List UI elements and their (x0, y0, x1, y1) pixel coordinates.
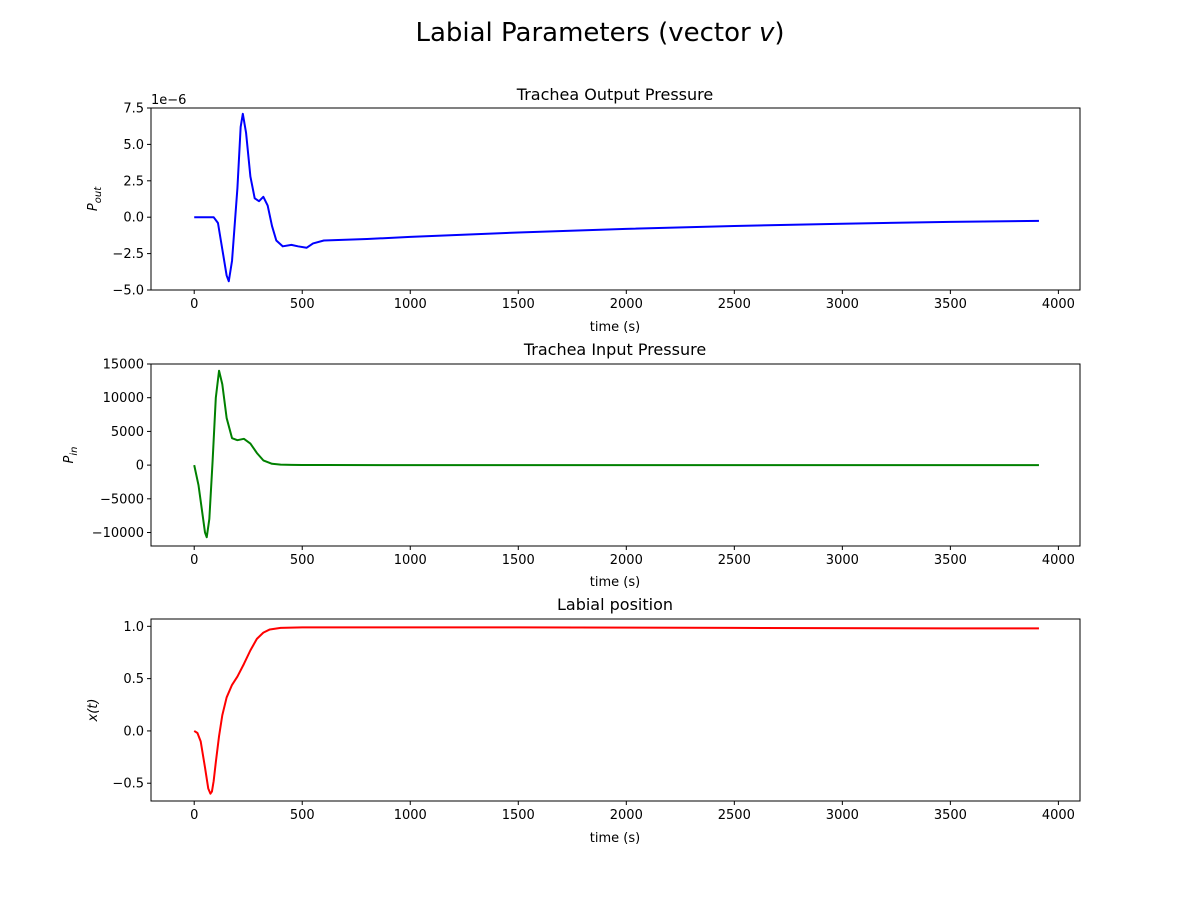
x-tick-label: 3000 (826, 808, 859, 823)
y-tick-label: −5.0 (112, 284, 144, 299)
y-offset-label: 1e−6 (151, 93, 186, 108)
figure-title-end: ) (774, 18, 784, 48)
x-axis-label: time (s) (590, 320, 640, 335)
x-tick-label: 2500 (718, 808, 751, 823)
x-tick-label: 1000 (394, 553, 427, 568)
x-tick-label: 3000 (826, 297, 859, 312)
y-tick-label: 5.0 (123, 138, 144, 153)
y-tick-label: 7.5 (123, 102, 144, 117)
y-axis-label: Pin (62, 447, 80, 464)
y-tick-label: 0.0 (123, 211, 144, 226)
y-tick-label: 10000 (103, 391, 144, 406)
x-tick-label: 500 (290, 553, 315, 568)
series-line (193, 369, 1039, 539)
x-tick-label: 0 (190, 808, 198, 823)
y-tick-label: −5000 (100, 492, 144, 507)
y-axis-label: x(t) (86, 699, 101, 723)
y-tick-label: −10000 (92, 526, 144, 541)
x-tick-label: 1500 (502, 553, 535, 568)
y-tick-label: 0.0 (123, 724, 144, 739)
subplot-trachea-input-pressure: Trachea Input Pressure Pin time (s) 0 500… (62, 340, 1081, 590)
series-line (193, 626, 1039, 795)
y-tick-label: 1.0 (123, 620, 144, 635)
x-tick-label: 500 (290, 297, 315, 312)
x-tick-label: 1000 (394, 808, 427, 823)
x-tick-label: 3500 (934, 808, 967, 823)
x-tick-label: 2000 (610, 297, 643, 312)
subplot-trachea-output-pressure: Trachea Output Pressure 1e−6 Pout time (… (86, 85, 1081, 335)
subplot-title: Trachea Output Pressure (516, 85, 713, 104)
axes-frame (150, 618, 1081, 802)
x-tick-label: 4000 (1042, 297, 1075, 312)
y-tick-label: 5000 (111, 425, 144, 440)
series-line (194, 112, 1039, 283)
x-tick-label: 2500 (718, 297, 751, 312)
x-axis-label: time (s) (590, 831, 640, 846)
y-tick-label: −0.5 (112, 777, 144, 792)
x-tick-label: 4000 (1042, 808, 1075, 823)
axes-frame (150, 107, 1081, 291)
x-axis-label: time (s) (590, 575, 640, 590)
y-tick-label: 15000 (103, 358, 144, 373)
x-tick-label: 4000 (1042, 553, 1075, 568)
x-tick-label: 1500 (502, 808, 535, 823)
figure-title: Labial Parameters (vector v) (415, 18, 784, 48)
subplot-title: Labial position (557, 595, 673, 614)
x-tick-label: 3000 (826, 553, 859, 568)
figure-title-main: Labial Parameters (vector (415, 18, 759, 48)
subplot-labial-position: Labial position x(t) time (s) 0 500 1000 15… (86, 595, 1081, 846)
y-tick-label: 0.5 (123, 672, 144, 687)
x-tick-label: 2000 (610, 808, 643, 823)
subplot-title: Trachea Input Pressure (523, 340, 706, 359)
x-tick-label: 1500 (502, 297, 535, 312)
axes-frame (150, 363, 1081, 547)
y-tick-label: 0 (136, 459, 144, 474)
x-tick-label: 0 (190, 553, 198, 568)
x-tick-label: 2500 (718, 553, 751, 568)
x-tick-label: 0 (190, 297, 198, 312)
x-tick-label: 1000 (394, 297, 427, 312)
y-axis-label: Pout (86, 186, 104, 211)
x-tick-label: 3500 (934, 553, 967, 568)
figure-title-var: v (759, 18, 775, 48)
x-tick-label: 3500 (934, 297, 967, 312)
x-tick-label: 2000 (610, 553, 643, 568)
x-tick-label: 500 (290, 808, 315, 823)
y-tick-label: −2.5 (112, 247, 144, 262)
y-tick-label: 2.5 (123, 174, 144, 189)
